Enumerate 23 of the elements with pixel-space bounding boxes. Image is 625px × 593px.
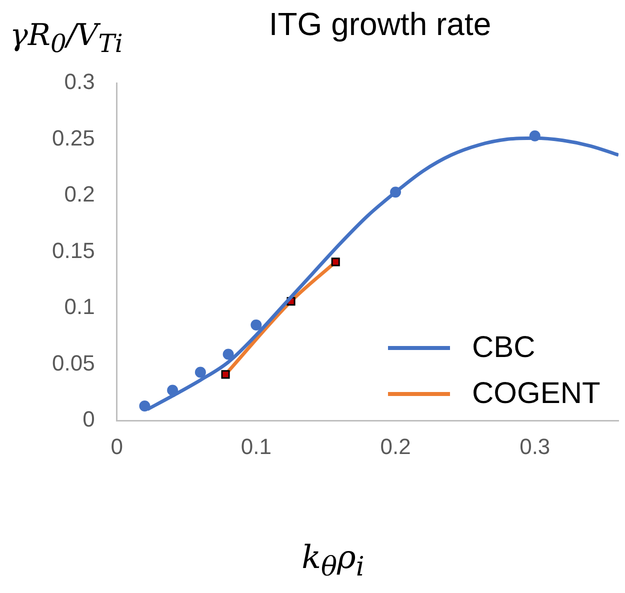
x-tick-label: 0.3 (520, 434, 550, 459)
x-axis-title: k$_{θ}$ρ$_{i}$ (300, 538, 366, 582)
point (167, 384, 178, 396)
y-tick-label: 0.3 (64, 69, 95, 94)
x-tick-label: 0.1 (240, 434, 272, 459)
y-tick-label: 0.05 (52, 350, 95, 376)
y-tick-label: 0.15 (52, 238, 95, 263)
point (194, 366, 206, 378)
y-tick-label: 0.25 (52, 125, 95, 150)
point (250, 319, 262, 330)
point (222, 348, 234, 360)
legend-label: COGENT (472, 377, 600, 411)
y-tick-label: 0 (82, 406, 95, 432)
x-tick-label: 0.2 (380, 434, 411, 459)
point (529, 130, 540, 142)
point (139, 400, 150, 412)
x-tick-label: 0 (110, 434, 123, 459)
y-tick-label: 0.1 (64, 294, 95, 320)
legend-label: CBC (472, 331, 536, 365)
chart-title: ITG growth rate (268, 6, 492, 43)
y-tick-label: 0.2 (64, 182, 95, 207)
point (390, 186, 402, 198)
y-axis-title: γR$_{0}$/V$_{Ti}$ (10, 18, 123, 58)
